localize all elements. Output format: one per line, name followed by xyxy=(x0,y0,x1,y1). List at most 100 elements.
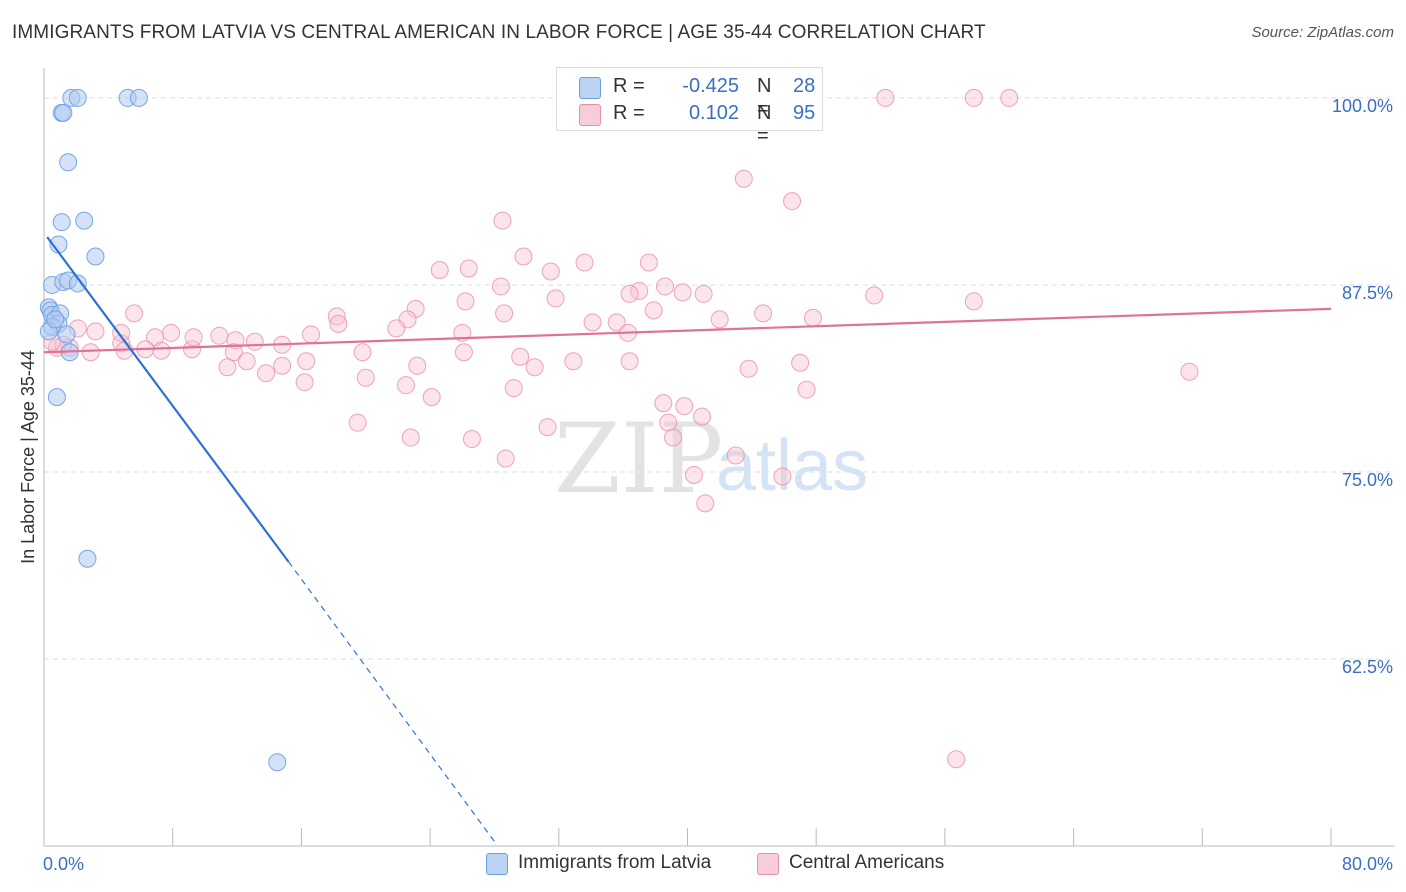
central-american-point xyxy=(514,247,533,266)
central-american-point xyxy=(696,494,715,513)
central-american-point xyxy=(947,750,966,769)
central-american-point xyxy=(710,310,729,329)
latvia-point xyxy=(78,549,97,568)
central-american-point xyxy=(739,359,758,378)
legend-r-label: R = xyxy=(613,75,645,97)
central-american-point xyxy=(86,322,105,341)
central-american-point xyxy=(1000,88,1019,107)
y-tick-label: 100.0% xyxy=(1332,96,1393,116)
y-tick-label: 87.5% xyxy=(1342,283,1393,303)
grid-lines xyxy=(44,97,1395,660)
latvia-point xyxy=(52,213,71,232)
y-axis-title: In Labor Force | Age 35-44 xyxy=(18,350,38,564)
legend-swatch-blue xyxy=(579,77,601,99)
central-american-point xyxy=(493,211,512,230)
central-american-point xyxy=(224,343,243,362)
latvia-point xyxy=(47,388,66,407)
central-american-point xyxy=(1180,362,1199,381)
central-american-point xyxy=(237,352,256,371)
central-american-point xyxy=(525,358,544,377)
central-american-point xyxy=(162,323,181,342)
central-american-point xyxy=(546,289,565,308)
trend-lines xyxy=(43,236,1332,842)
central-american-point xyxy=(654,394,673,413)
legend-r-value: 0.102 xyxy=(688,102,739,124)
central-american-point xyxy=(564,352,583,371)
bottom-legend-swatch-blue xyxy=(486,853,508,875)
central-american-point xyxy=(538,418,557,437)
central-american-point xyxy=(964,88,983,107)
central-american-point xyxy=(734,169,753,188)
latvia-point xyxy=(68,274,87,293)
central-american-point xyxy=(387,319,406,338)
central-american-point xyxy=(575,253,594,272)
y-tick-label: 75.0% xyxy=(1342,470,1393,490)
chart-title: IMMIGRANTS FROM LATVIA VS CENTRAL AMERIC… xyxy=(12,22,986,43)
central-american-point xyxy=(876,88,895,107)
central-american-point xyxy=(773,467,792,486)
central-american-point xyxy=(620,284,639,303)
x-tick-label: 0.0% xyxy=(43,854,84,874)
central-american-point xyxy=(218,358,237,377)
central-american-point xyxy=(630,281,649,300)
central-american-point xyxy=(462,430,481,449)
central-american-point xyxy=(496,449,515,468)
central-american-point xyxy=(504,379,523,398)
central-american-point xyxy=(257,364,276,383)
latvia-point xyxy=(59,153,78,172)
central-american-point xyxy=(783,192,802,211)
latvia-point xyxy=(68,88,87,107)
central-american-point xyxy=(675,397,694,416)
central-american-point xyxy=(664,428,683,447)
central-american-point xyxy=(396,376,415,395)
central-american-point xyxy=(152,341,171,360)
central-american-point xyxy=(273,356,292,375)
central-american-point xyxy=(401,428,420,447)
central-american-point xyxy=(655,277,674,296)
x-tick-label: 80.0% xyxy=(1342,854,1393,874)
legend-r-value: -0.425 xyxy=(682,75,739,97)
central-american-point xyxy=(726,446,745,465)
watermark-atlas: atlas xyxy=(716,426,868,506)
axis-labels: 62.5% 75.0% 87.5% 100.0% 0.0% 80.0% In Labor F… xyxy=(18,96,1393,874)
legend-r-label: R = xyxy=(613,102,645,124)
central-american-point xyxy=(422,388,441,407)
central-american-point xyxy=(673,283,692,302)
central-american-point xyxy=(797,380,816,399)
central-american-point xyxy=(295,373,314,392)
central-american-point xyxy=(408,356,427,375)
central-american-point xyxy=(348,413,367,432)
latvia-point xyxy=(46,310,65,329)
latvia-point xyxy=(129,88,148,107)
central-american-point xyxy=(302,325,321,344)
central-american-point xyxy=(583,313,602,332)
latvia-point xyxy=(268,753,287,772)
central-american-point xyxy=(329,314,348,333)
central-american-point xyxy=(803,308,822,327)
central-american-point xyxy=(245,332,264,351)
bottom-legend-swatch-pink xyxy=(757,853,779,875)
central-american-point xyxy=(620,352,639,371)
central-american-point xyxy=(491,277,510,296)
central-american-point xyxy=(754,304,773,323)
central-american-point xyxy=(684,465,703,484)
central-american-point xyxy=(454,343,473,362)
latvia-trendline-extension xyxy=(288,561,495,842)
latvia-trendline xyxy=(46,236,290,563)
data-points xyxy=(39,88,1199,772)
bottom-legend-label: Immigrants from Latvia xyxy=(518,852,712,873)
central-american-point xyxy=(430,260,449,279)
central-american-point xyxy=(511,347,530,366)
legend-n-value: 28 xyxy=(793,75,816,97)
central-american-point xyxy=(456,292,475,311)
central-american-point xyxy=(964,292,983,311)
legend-n-value: 95 xyxy=(793,102,816,124)
latvia-point xyxy=(57,325,76,344)
central-american-point xyxy=(184,328,203,347)
bottom-legend-label: Central Americans xyxy=(789,852,945,873)
central-american-point xyxy=(495,304,514,323)
y-tick-label: 62.5% xyxy=(1342,657,1393,677)
central-american-point xyxy=(81,343,100,362)
central-american-point xyxy=(692,407,711,426)
